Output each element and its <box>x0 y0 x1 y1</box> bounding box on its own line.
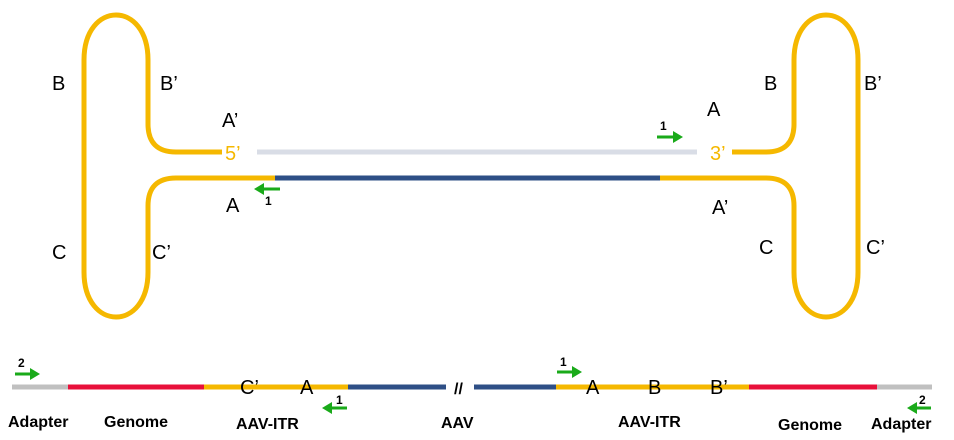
left-label-a: A <box>226 195 240 217</box>
caption-genome-left: Genome <box>104 414 168 431</box>
right-label-a: A <box>707 99 721 121</box>
caption-genome-right: Genome <box>778 417 842 434</box>
linear-construct: // C’ A A B B’ 2 1 1 2 Adapter Genome <box>8 355 932 434</box>
primer-adapter-right-arrow-icon <box>907 402 931 414</box>
caption-itr-right: AAV-ITR <box>618 414 681 431</box>
caption-adapter-right: Adapter <box>871 416 931 433</box>
caption-aav: AAV <box>441 415 474 432</box>
primer-arrow-right-icon <box>657 131 683 143</box>
segment-label-a-left: A <box>300 377 314 399</box>
left-label-b: B <box>52 73 65 95</box>
five-prime-end: 5’ <box>225 143 241 165</box>
three-prime-end: 3’ <box>710 143 726 165</box>
right-label-b-prime: B’ <box>864 73 882 95</box>
segment-label-b-prime: B’ <box>710 377 728 399</box>
segment-label-b: B <box>648 377 661 399</box>
right-label-b: B <box>764 73 777 95</box>
segment-label-c-prime: C’ <box>240 377 259 399</box>
primer-label-itr-left: 1 <box>336 393 343 407</box>
primer-itr-right-arrow-icon <box>557 366 582 378</box>
right-label-a-prime: A’ <box>712 197 728 219</box>
primer-itr-left-arrow-icon <box>322 402 347 414</box>
caption-adapter-left: Adapter <box>8 414 68 431</box>
primer-arrow-left-icon <box>254 183 280 195</box>
left-label-c: C <box>52 242 66 264</box>
left-label-b-prime: B’ <box>160 73 178 95</box>
right-label-c: C <box>759 237 773 259</box>
primer-label-top-left: 1 <box>265 194 272 208</box>
primer-adapter-left-arrow-icon <box>15 368 40 380</box>
primer-label-adapter-right: 2 <box>919 393 926 407</box>
right-label-c-prime: C’ <box>866 237 885 259</box>
break-mark: // <box>454 381 463 398</box>
primer-label-itr-right: 1 <box>560 355 567 369</box>
left-label-c-prime: C’ <box>152 242 171 264</box>
hairpin-structure: B B’ A’ A C C’ A B B’ A’ C C’ 5’ 3’ 1 1 <box>52 12 885 320</box>
left-upper-loop <box>81 12 275 320</box>
primer-label-top-right: 1 <box>660 119 667 133</box>
left-label-a-prime: A’ <box>222 110 238 132</box>
right-upper-loop <box>660 12 861 320</box>
primer-label-adapter-left: 2 <box>18 356 25 370</box>
segment-label-a-right: A <box>586 377 600 399</box>
caption-itr-left: AAV-ITR <box>236 416 299 433</box>
